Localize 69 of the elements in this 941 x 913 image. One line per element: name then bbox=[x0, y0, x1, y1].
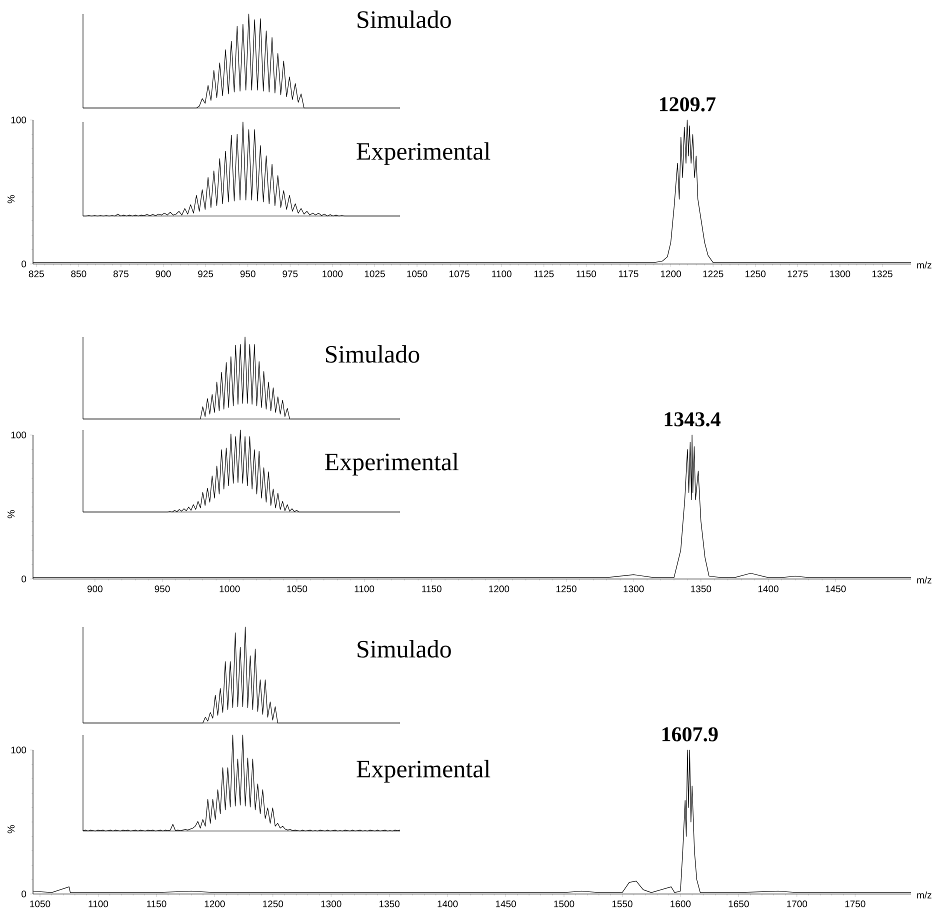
x-tick-label: 1200 bbox=[660, 270, 681, 278]
x-tick-label: 950 bbox=[240, 270, 256, 278]
y-tick-label: 0 bbox=[22, 260, 26, 268]
x-tick-label: 1250 bbox=[556, 586, 576, 592]
x-tick-label: 1150 bbox=[146, 900, 166, 908]
x-tick-label: 1400 bbox=[758, 586, 778, 592]
x-tick-label: 1050 bbox=[30, 900, 50, 908]
x-tick-label: 975 bbox=[282, 270, 298, 278]
x-tick-label: 1125 bbox=[534, 270, 554, 278]
x-axis-title: m/z bbox=[917, 576, 932, 584]
annotation: 1209.7 bbox=[660, 97, 716, 112]
x-tick-label: 1550 bbox=[612, 900, 632, 908]
x-tick-label: 1025 bbox=[364, 270, 385, 278]
x-tick-label: 1075 bbox=[449, 270, 470, 278]
x-axis-title: m/z bbox=[917, 892, 932, 898]
y-axis-title: % bbox=[8, 510, 15, 518]
x-tick-label: 1050 bbox=[407, 270, 428, 278]
x-tick-label: 1450 bbox=[496, 900, 516, 908]
annotation: 1607.9 bbox=[662, 727, 718, 742]
y-tick-label: 100 bbox=[11, 432, 26, 438]
y-axis-title: % bbox=[8, 825, 15, 834]
x-tick-label: 1300 bbox=[624, 586, 644, 592]
x-tick-label: 925 bbox=[198, 270, 214, 278]
x-tick-label: 1350 bbox=[379, 900, 400, 908]
x-tick-label: 950 bbox=[154, 586, 170, 592]
y-tick-label: 0 bbox=[22, 890, 26, 898]
x-tick-label: 875 bbox=[113, 270, 129, 278]
chart-title: Simulado bbox=[358, 640, 451, 658]
chart-title: Simulado bbox=[358, 10, 451, 28]
text: Experimental bbox=[325, 452, 458, 476]
x-tick-label: 1175 bbox=[619, 270, 638, 278]
x-tick-label: 1700 bbox=[787, 900, 808, 908]
x-tick-label: 1000 bbox=[220, 586, 240, 592]
x-tick-label: 1400 bbox=[438, 900, 458, 908]
x-tick-label: 1650 bbox=[728, 900, 749, 908]
x-tick-label: 1100 bbox=[492, 270, 512, 278]
x-tick-label: 1200 bbox=[489, 586, 510, 592]
x-tick-label: 1050 bbox=[287, 586, 308, 592]
x-tick-label: 1250 bbox=[746, 270, 766, 278]
x-tick-label: 1300 bbox=[321, 900, 342, 908]
x-tick-label: 1250 bbox=[263, 900, 284, 908]
x-tick-label: 1325 bbox=[872, 270, 892, 278]
text: Experimental bbox=[356, 760, 490, 783]
x-tick-label: 1100 bbox=[354, 586, 374, 592]
x-tick-label: 850 bbox=[71, 270, 86, 278]
x-axis-title: m/z bbox=[917, 262, 932, 268]
x-tick-label: 1150 bbox=[422, 586, 442, 592]
y-axis-title: % bbox=[8, 195, 15, 204]
x-tick-label: 1350 bbox=[691, 586, 712, 592]
x-tick-label: 1100 bbox=[88, 900, 108, 908]
x-tick-label: 900 bbox=[156, 270, 171, 278]
x-tick-label: 1200 bbox=[204, 900, 225, 908]
chart-title: Simulado bbox=[326, 345, 420, 363]
x-tick-label: 825 bbox=[28, 270, 44, 278]
x-tick-label: 1450 bbox=[826, 586, 846, 592]
x-tick-label: 1275 bbox=[788, 270, 808, 278]
y-tick-label: 0 bbox=[22, 576, 26, 582]
x-tick-label: 900 bbox=[87, 586, 102, 592]
x-tick-label: 1300 bbox=[830, 270, 850, 278]
x-tick-label: 1750 bbox=[845, 900, 866, 908]
text: Experimental bbox=[356, 142, 490, 165]
x-tick-label: 1500 bbox=[554, 900, 574, 908]
y-tick-label: 100 bbox=[11, 746, 26, 754]
x-tick-label: 1600 bbox=[670, 900, 691, 908]
x-tick-label: 1000 bbox=[322, 270, 343, 278]
y-tick-label: 100 bbox=[11, 116, 26, 124]
x-tick-label: 1225 bbox=[703, 270, 724, 278]
annotation: 1343.4 bbox=[664, 412, 721, 426]
x-tick-label: 1150 bbox=[576, 270, 596, 278]
